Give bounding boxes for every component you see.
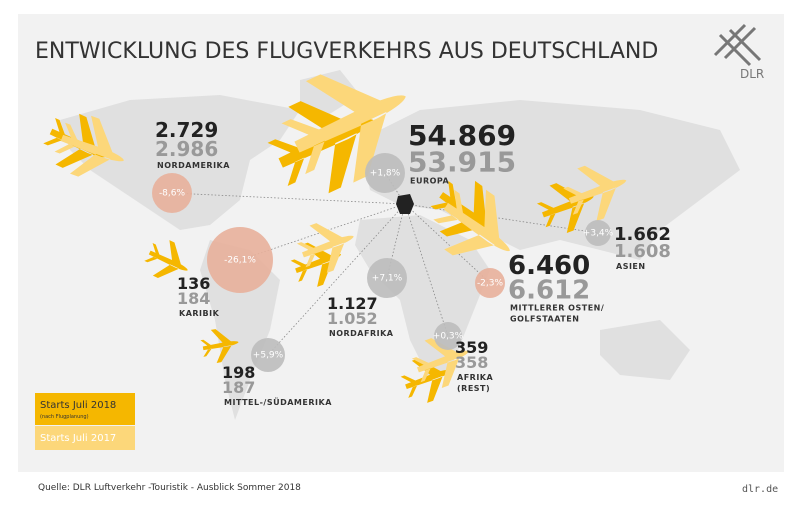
change-circle: [207, 227, 273, 293]
starts-2017: 184: [177, 289, 210, 308]
change-circle: [251, 338, 285, 372]
change-circle: [367, 258, 407, 298]
region-name: MITTEL-/SÜDAMERIKA: [224, 397, 332, 407]
change-circle: [365, 153, 405, 193]
route: [171, 192, 406, 205]
region-name: MITTLERER OSTEN/: [510, 304, 604, 313]
starts-2018: 1.662: [614, 224, 671, 245]
starts-2018: 136: [177, 274, 210, 293]
url: dlr.de: [742, 484, 778, 495]
starts-2018: 198: [222, 363, 255, 382]
starts-2018: 1.127: [327, 294, 378, 313]
starts-2017: 358: [455, 353, 488, 372]
logo: DLR: [713, 23, 764, 81]
region-name: NORDAMERIKA: [157, 161, 230, 170]
change-label: +5,9%: [253, 351, 284, 361]
starts-2017: 53.915: [408, 146, 516, 179]
change-label: +1,8%: [370, 169, 401, 179]
starts-2018: 359: [455, 338, 488, 357]
starts-2018: 2.729: [155, 118, 218, 142]
route: [239, 203, 406, 261]
germany: [396, 194, 414, 214]
starts-2017: 187: [222, 378, 255, 397]
region-name: AFRIKA: [457, 373, 493, 382]
region-name: ASIEN: [616, 262, 646, 271]
starts-2018: 6.460: [508, 251, 590, 281]
route: [404, 203, 449, 337]
region-name: KARIBIK: [179, 309, 220, 318]
change-label: +3,4%: [583, 229, 614, 239]
region-name: (REST): [457, 384, 490, 393]
legend-swatch-2017: [35, 426, 135, 450]
region-name: NORDAFRIKA: [329, 329, 394, 338]
starts-2017: 2.986: [155, 137, 218, 161]
change-circle: [152, 173, 192, 213]
starts-2018: 54.869: [408, 119, 516, 152]
source: Quelle: DLR Luftverkehr -Touristik - Aus…: [38, 483, 301, 493]
legend-label: Starts Juli 2018: [40, 400, 116, 411]
route: [267, 203, 406, 356]
change-label: -8,6%: [159, 189, 186, 199]
change-label: +0,3%: [433, 332, 464, 342]
change-circle: [585, 220, 611, 246]
title: ENTWICKLUNG DES FLUGVERKEHRS AUS DEUTSCH…: [35, 39, 658, 64]
legend-swatch-2018: [35, 393, 135, 425]
change-label: +7,1%: [372, 274, 403, 284]
logo-text: DLR: [740, 67, 764, 81]
legend-label: Starts Juli 2017: [40, 433, 116, 444]
legend-note: (nach Flugplanung): [40, 414, 89, 420]
change-circle: [434, 322, 462, 350]
change-circle: [475, 268, 505, 298]
starts-2017: 1.608: [614, 241, 671, 262]
starts-2017: 1.052: [327, 309, 378, 328]
region-name: GOLFSTAATEN: [510, 315, 579, 324]
region-name: EUROPA: [410, 177, 450, 186]
change-label: -26,1%: [224, 256, 256, 266]
starts-2017: 6.612: [508, 276, 590, 306]
change-label: -2,3%: [477, 279, 504, 289]
